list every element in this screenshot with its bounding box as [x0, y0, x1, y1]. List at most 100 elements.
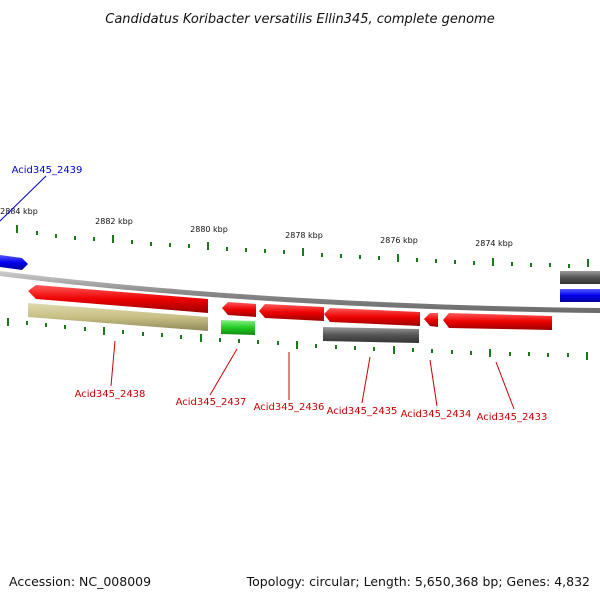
tick-major	[489, 349, 491, 357]
gene-arrow-acid345-2436[interactable]	[259, 304, 324, 321]
tick-major	[200, 334, 202, 342]
gene-arrow-acid345-2439[interactable]	[0, 255, 28, 270]
outer-tick-marks	[16, 225, 589, 268]
tick-minor	[568, 264, 570, 268]
tick-major	[492, 258, 494, 266]
scale-label: 2878 kbp	[285, 231, 323, 240]
tick-minor	[257, 340, 259, 344]
tick-minor	[264, 249, 266, 253]
tick-minor	[528, 352, 530, 356]
tick-major	[112, 235, 114, 243]
leader-line-acid345-2438	[110, 340, 116, 387]
gene-label-acid345-2438[interactable]: Acid345_2438	[75, 389, 146, 400]
gene-block-olive[interactable]	[28, 303, 208, 331]
map-title: Candidatus Koribacter versatilis Ellin34…	[105, 12, 494, 27]
tick-minor	[219, 338, 221, 342]
gene-label-acid345-2434[interactable]: Acid345_2434	[401, 409, 472, 420]
gene-label-acid345-2437[interactable]: Acid345_2437	[176, 397, 247, 408]
scale-label: 2884 kbp	[0, 207, 38, 216]
gene-label-acid345-2435[interactable]: Acid345_2435	[327, 406, 398, 417]
scale-label: 2880 kbp	[190, 225, 228, 234]
tick-major	[296, 341, 298, 349]
scale-label: 2876 kbp	[380, 236, 418, 245]
tick-minor	[412, 348, 414, 352]
tick-minor	[547, 353, 549, 357]
tick-minor	[45, 323, 47, 327]
gene-label-acid345-2439[interactable]: Acid345_2439	[12, 165, 83, 176]
tick-major	[16, 225, 18, 233]
tick-minor	[567, 353, 569, 357]
leader-line-acid345-2433	[495, 361, 515, 410]
tick-minor	[321, 253, 323, 257]
tick-minor	[359, 255, 361, 259]
tick-minor	[473, 261, 475, 265]
tick-minor	[93, 237, 95, 241]
tick-minor	[150, 242, 152, 246]
tick-minor	[238, 339, 240, 343]
tick-minor	[74, 236, 76, 240]
tick-minor	[64, 325, 66, 329]
tick-minor	[373, 347, 375, 351]
tick-minor	[180, 335, 182, 339]
tick-minor	[142, 332, 144, 336]
gene-label-acid345-2436[interactable]: Acid345_2436	[254, 402, 325, 413]
gene-arrow-acid345-2435[interactable]	[324, 308, 420, 326]
gene-arrow-acid345-2433[interactable]	[443, 313, 552, 330]
tick-minor	[188, 244, 190, 248]
tick-major	[587, 259, 589, 267]
genome-summary-text: Topology: circular; Length: 5,650,368 bp…	[246, 574, 590, 589]
tick-major	[393, 346, 395, 354]
inner-tick-marks	[7, 318, 588, 360]
tick-minor	[416, 258, 418, 262]
genome-backbone	[0, 271, 600, 313]
leader-line-acid345-2437	[209, 348, 238, 396]
gene-block-blue-right[interactable]	[560, 289, 600, 302]
gene-label-acid345-2433[interactable]: Acid345_2433	[477, 412, 548, 423]
tick-minor	[131, 240, 133, 244]
gene-arrow-acid345-2438[interactable]	[28, 285, 208, 313]
tick-minor	[245, 248, 247, 252]
tick-major	[397, 254, 399, 262]
tick-minor	[161, 333, 163, 337]
tick-minor	[431, 349, 433, 353]
tick-minor	[36, 231, 38, 235]
tick-minor	[226, 247, 228, 251]
scale-label: 2874 kbp	[475, 239, 513, 248]
tick-major	[586, 352, 588, 360]
tick-minor	[454, 260, 456, 264]
tick-minor	[509, 352, 511, 356]
leader-line-acid345-2439	[0, 175, 47, 222]
tick-major	[302, 248, 304, 256]
gene-block-grey-right[interactable]	[560, 271, 600, 284]
tick-minor	[511, 262, 513, 266]
tick-minor	[549, 263, 551, 267]
tick-minor	[470, 351, 472, 355]
tick-minor	[340, 254, 342, 258]
tick-minor	[354, 346, 356, 350]
tick-minor	[277, 341, 279, 345]
tick-minor	[84, 327, 86, 331]
leader-line-acid345-2434	[429, 359, 438, 407]
tick-major	[103, 327, 105, 335]
tick-minor	[26, 321, 28, 325]
tick-major	[7, 318, 9, 326]
gene-block-green[interactable]	[221, 320, 255, 335]
leader-line-acid345-2435	[361, 356, 371, 404]
tick-minor	[530, 263, 532, 267]
tick-minor	[55, 234, 57, 238]
gene-arrow-acid345-2434[interactable]	[424, 313, 438, 327]
tick-minor	[169, 243, 171, 247]
gene-block-grey-mid[interactable]	[323, 327, 419, 343]
scale-label: 2882 kbp	[95, 217, 133, 226]
scale-labels: 2884 kbp 2882 kbp 2880 kbp 2878 kbp 2876…	[0, 207, 513, 248]
tick-minor	[378, 256, 380, 260]
tick-minor	[315, 344, 317, 348]
tick-major	[207, 242, 209, 250]
tick-minor	[335, 345, 337, 349]
accession-text: Accession: NC_008009	[9, 574, 151, 589]
tick-minor	[122, 330, 124, 334]
gene-arrow-acid345-2437[interactable]	[222, 302, 256, 317]
tick-minor	[451, 350, 453, 354]
tick-minor	[435, 259, 437, 263]
